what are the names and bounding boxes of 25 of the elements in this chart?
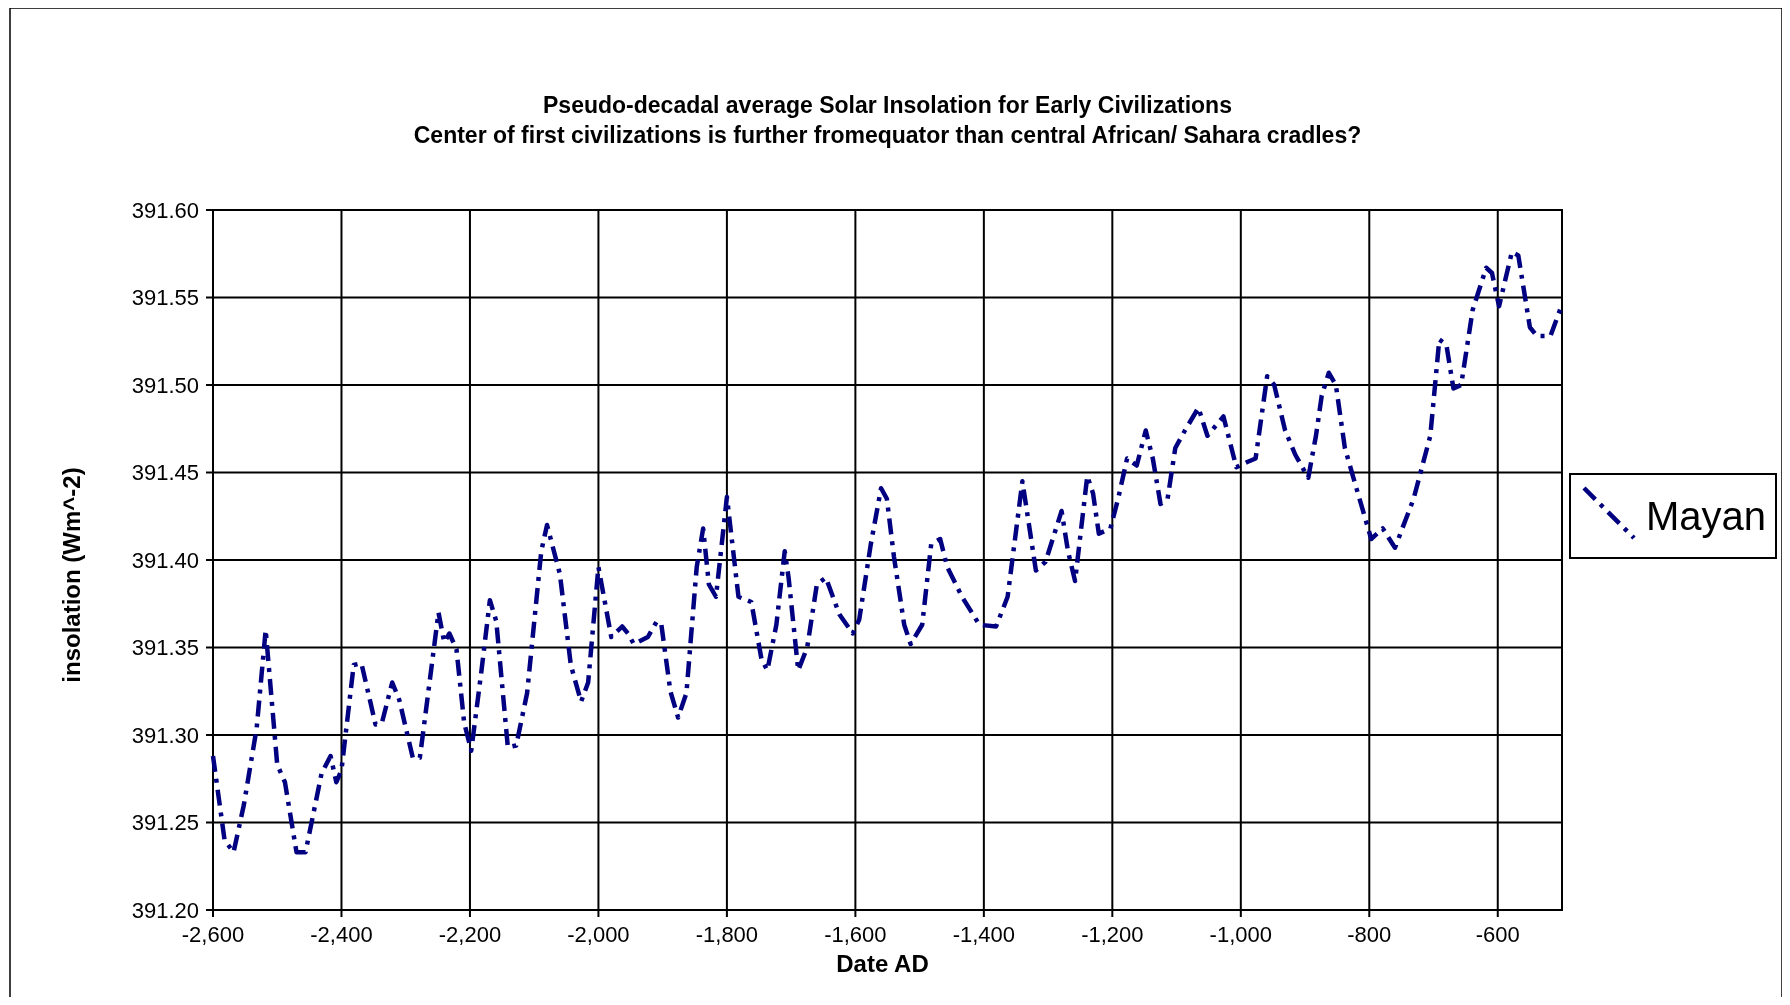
y-tick-label: 391.60 — [131, 197, 199, 223]
y-tick-label: 391.25 — [131, 810, 199, 836]
x-tick-label: -1,200 — [1081, 922, 1144, 947]
x-tick-label: -2,400 — [310, 922, 373, 947]
y-axis-title: insolation (Wm^-2) — [58, 467, 85, 683]
y-tick-label: 391.40 — [131, 547, 199, 573]
x-tick-label: -2,000 — [567, 922, 630, 947]
x-tick-label: -1,400 — [952, 922, 1016, 947]
chart-title: Pseudo-decadal average Solar Insolation for Early Civilizations — [543, 92, 1232, 118]
y-tick-label: 391.55 — [131, 285, 199, 311]
y-tick-label: 391.30 — [131, 722, 199, 748]
chart-subtitle: Center of first civilizations is further fromequator than central African/ Sahara cradles? — [413, 122, 1362, 148]
x-axis-title: Date AD — [836, 950, 929, 977]
x-tick-label: -1,000 — [1209, 922, 1272, 947]
x-tick-label: -2,200 — [438, 922, 502, 947]
y-tick-label: 391.45 — [131, 460, 199, 486]
x-tick-label: -1,600 — [824, 922, 887, 947]
x-tick-label: -2,600 — [181, 922, 245, 947]
y-tick-label: 391.35 — [131, 635, 199, 661]
x-tick-label: -1,800 — [695, 922, 759, 947]
x-tick-label: -800 — [1347, 922, 1392, 947]
x-tick-label: -600 — [1475, 922, 1520, 947]
y-tick-label: 391.50 — [131, 372, 199, 398]
y-tick-label: 391.20 — [131, 897, 199, 923]
legend-label: Mayan — [1646, 494, 1767, 538]
